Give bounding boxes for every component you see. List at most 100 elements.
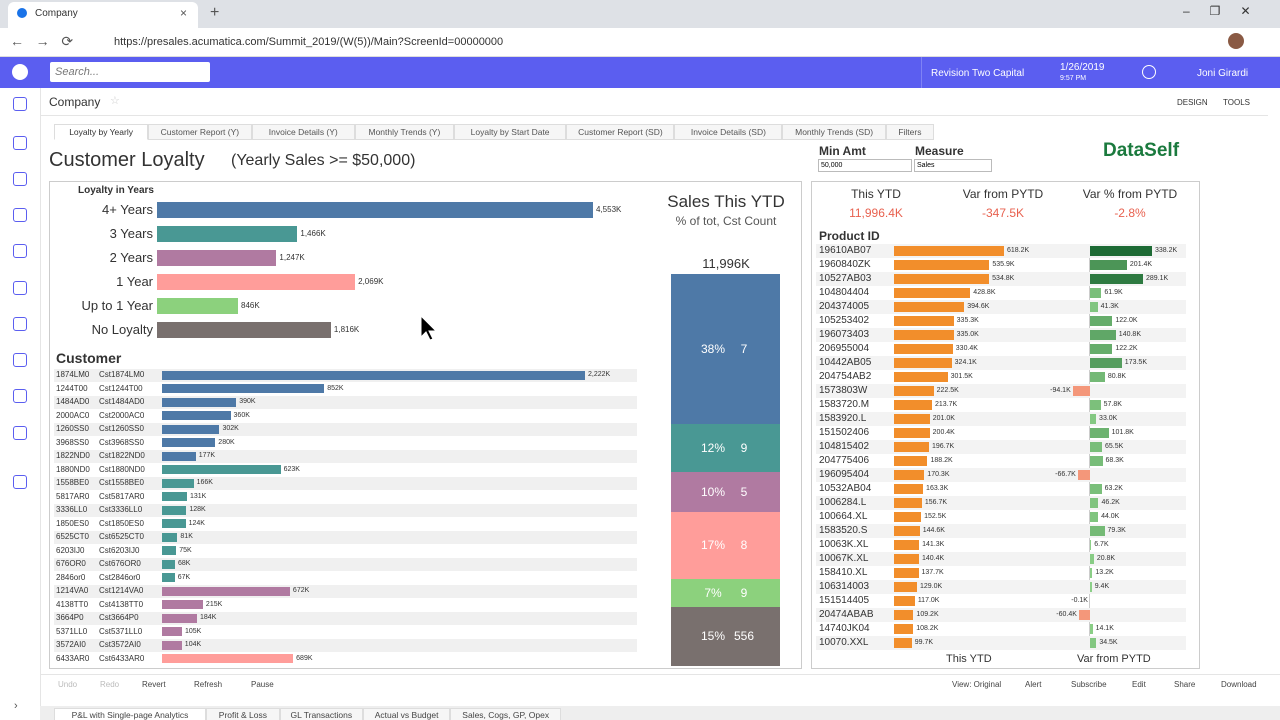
report-tab[interactable]: Customer Report (SD) <box>566 124 675 140</box>
value-label: 20.8K <box>1096 555 1116 562</box>
sidebar-icon[interactable] <box>13 172 27 186</box>
sidebar-icon[interactable] <box>13 208 27 222</box>
value-label: 104K <box>184 641 202 648</box>
tools-button[interactable]: TOOLS <box>1223 98 1250 107</box>
sidebar-icon[interactable] <box>13 244 27 258</box>
min-amt-input[interactable]: 50,000 <box>818 159 912 172</box>
search-box[interactable] <box>50 62 210 82</box>
toolbar-button[interactable]: Edit <box>1132 680 1146 689</box>
product-id: 105253402 <box>819 315 870 326</box>
bottom-tab[interactable]: GL Transactions <box>279 708 363 720</box>
sidebar-icon[interactable] <box>13 281 27 295</box>
segment-pct: 7% <box>704 585 722 600</box>
bottom-tab[interactable]: Sales, Cogs, GP, Opex <box>450 708 561 720</box>
bottom-tab[interactable]: P&L with Single-page Analytics <box>54 708 206 720</box>
divider <box>921 57 922 88</box>
toolbar-button[interactable]: View: Original <box>952 680 1002 689</box>
sidebar-icon[interactable] <box>13 475 27 489</box>
bar <box>1090 260 1127 270</box>
customer-name: Cst1874LM0 <box>99 370 145 379</box>
sidebar-icon[interactable] <box>13 136 27 150</box>
bar <box>894 400 933 410</box>
expand-sidebar[interactable]: › <box>14 700 18 712</box>
toolbar-button[interactable]: Download <box>1221 680 1257 689</box>
toolbar-button[interactable]: Pause <box>251 680 274 689</box>
customer-name: Cst1214VA0 <box>99 586 144 595</box>
bottom-tab[interactable]: Profit & Loss <box>206 708 280 720</box>
row-background <box>54 490 637 503</box>
row-background <box>54 544 637 557</box>
value-label: 213.7K <box>935 401 958 408</box>
bottom-tab[interactable]: Actual vs Budget <box>362 708 451 720</box>
sidebar-icon[interactable] <box>13 353 27 367</box>
row-background <box>816 580 1186 594</box>
value-label: 46.2K <box>1101 499 1120 506</box>
toolbar-button[interactable]: Undo <box>58 680 78 689</box>
report-tab[interactable]: Invoice Details (SD) <box>674 124 783 140</box>
row-background <box>54 476 637 490</box>
value-label: 137.7K <box>921 569 944 576</box>
report-tab[interactable]: Customer Report (Y) <box>148 124 252 140</box>
design-button[interactable]: DESIGN <box>1177 98 1208 107</box>
category-label: 3 Years <box>109 226 153 241</box>
window-controls[interactable]: – ❐ ✕ <box>1183 4 1251 18</box>
help-icon[interactable] <box>1142 65 1156 79</box>
report-tab[interactable]: Monthly Trends (SD) <box>782 124 886 140</box>
page-title: Company <box>49 95 101 109</box>
toolbar-button[interactable]: Refresh <box>194 680 223 689</box>
product-id: 1006284.L <box>819 497 867 508</box>
url[interactable]: https://presales.acumatica.com/Summit_20… <box>114 36 504 48</box>
company-selector[interactable]: Revision Two Capital <box>931 68 1025 79</box>
value-label: 201.4K <box>1129 261 1153 268</box>
value-label: 117.0K <box>917 597 940 604</box>
value-label: 184K <box>200 614 217 621</box>
report-tab[interactable]: Loyalty by Yearly <box>54 124 149 140</box>
product-id: 14740JK04 <box>819 623 870 634</box>
bar <box>162 559 175 569</box>
bar <box>1090 484 1102 494</box>
app-logo[interactable] <box>12 64 28 80</box>
left-panel <box>49 181 802 669</box>
value-label: 156.7K <box>924 499 948 506</box>
bar <box>162 600 203 609</box>
bar <box>1072 386 1090 396</box>
customer-id: 2846or0 <box>56 572 86 582</box>
sidebar-icon[interactable] <box>13 97 27 111</box>
tab[interactable] <box>8 2 198 28</box>
report-tab[interactable]: Invoice Details (Y) <box>251 124 355 140</box>
toolbar-button[interactable]: Alert <box>1025 680 1042 689</box>
business-date[interactable]: 1/26/2019 <box>1060 62 1105 73</box>
report-tab[interactable]: Loyalty by Start Date <box>453 124 567 140</box>
tab-close[interactable]: × <box>180 6 188 20</box>
toolbar-button[interactable]: Revert <box>142 680 166 689</box>
report-tab[interactable]: Monthly Trends (Y) <box>355 124 454 140</box>
user-menu[interactable]: Joni Girardi <box>1197 68 1249 79</box>
bar <box>894 372 948 382</box>
customer-id: 676OR0 <box>56 559 86 568</box>
value-label: 4,553K <box>596 205 622 214</box>
customer-name: Cst1244T00 <box>99 383 143 393</box>
bar <box>162 519 186 528</box>
product-id: 1583520.S <box>819 525 868 536</box>
loyalty-header: Loyalty in Years <box>78 185 154 196</box>
value-label: 846K <box>241 301 260 310</box>
favorite-star[interactable]: ☆ <box>110 95 120 107</box>
row-background <box>54 530 637 544</box>
new-tab[interactable]: + <box>210 4 220 21</box>
bar <box>162 492 187 501</box>
nav-buttons[interactable]: ← → ⟳ <box>10 33 74 49</box>
report-tab[interactable]: Filters <box>885 124 934 140</box>
row-background <box>816 384 1186 398</box>
sidebar-icon[interactable] <box>13 426 27 440</box>
ytd-title: Sales This YTD <box>667 192 785 211</box>
toolbar-button[interactable]: Subscribe <box>1071 680 1107 689</box>
measure-select[interactable]: Sales <box>914 159 992 172</box>
sidebar-icon[interactable] <box>13 389 27 403</box>
sidebar-icon[interactable] <box>13 317 27 331</box>
kpi-value: -2.8% <box>1114 206 1146 220</box>
toolbar-button[interactable]: Share <box>1174 680 1196 689</box>
profile-avatar[interactable] <box>1228 33 1244 49</box>
toolbar-button[interactable]: Redo <box>100 680 120 689</box>
customer-name: Cst3572AI0 <box>99 640 141 649</box>
